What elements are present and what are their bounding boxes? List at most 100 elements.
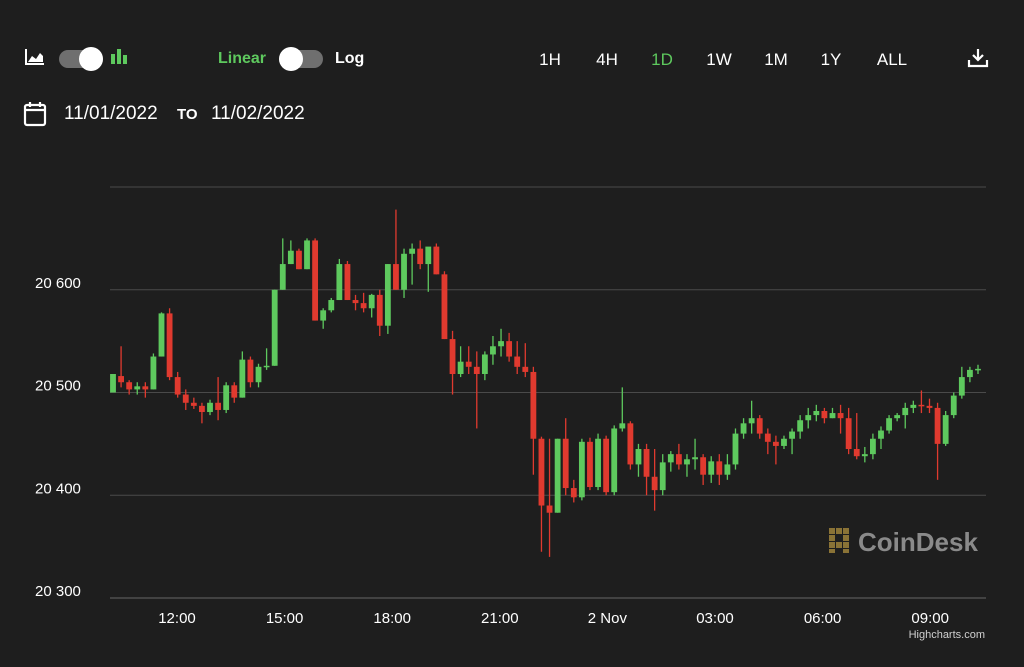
- scale-linear-label[interactable]: Linear: [218, 50, 267, 67]
- candle[interactable]: [562, 418, 569, 496]
- candle[interactable]: [878, 426, 884, 450]
- candle[interactable]: [675, 443, 682, 470]
- candle[interactable]: [764, 428, 771, 455]
- candle[interactable]: [934, 402, 941, 480]
- candle[interactable]: [506, 332, 513, 362]
- candle[interactable]: [239, 351, 246, 398]
- candle[interactable]: [570, 479, 577, 503]
- candle[interactable]: [918, 390, 925, 414]
- candle[interactable]: [425, 246, 432, 292]
- candle[interactable]: [886, 415, 892, 434]
- candle[interactable]: [481, 351, 488, 381]
- candle[interactable]: [772, 435, 779, 465]
- candle[interactable]: [207, 399, 213, 416]
- candle[interactable]: [667, 451, 674, 472]
- candle[interactable]: [967, 366, 973, 383]
- candle[interactable]: [344, 260, 351, 301]
- candle[interactable]: [611, 425, 618, 496]
- candle[interactable]: [587, 437, 593, 491]
- candle[interactable]: [684, 454, 690, 477]
- candle[interactable]: [352, 294, 359, 311]
- candle[interactable]: [401, 248, 407, 298]
- candle[interactable]: [789, 428, 795, 455]
- candle[interactable]: [312, 238, 319, 321]
- candle[interactable]: [279, 238, 286, 290]
- candle[interactable]: [902, 402, 909, 429]
- candle[interactable]: [304, 238, 310, 270]
- candle[interactable]: [182, 389, 189, 410]
- candle[interactable]: [595, 433, 601, 491]
- date-from[interactable]: 11/01/2022: [64, 103, 158, 124]
- candle[interactable]: [554, 438, 561, 513]
- candle[interactable]: [748, 400, 755, 434]
- candle[interactable]: [473, 351, 480, 429]
- range-button-1d[interactable]: 1D: [651, 50, 673, 69]
- candle[interactable]: [829, 407, 836, 419]
- candle[interactable]: [199, 402, 205, 424]
- candle[interactable]: [861, 446, 868, 463]
- candle[interactable]: [821, 407, 828, 424]
- candle[interactable]: [263, 348, 270, 370]
- candle[interactable]: [546, 438, 553, 557]
- candle[interactable]: [409, 243, 416, 285]
- candle[interactable]: [449, 330, 456, 395]
- candle[interactable]: [223, 382, 230, 414]
- scale-toggle[interactable]: [279, 47, 323, 71]
- candle[interactable]: [174, 371, 181, 398]
- range-button-1m[interactable]: 1M: [764, 50, 788, 69]
- candle[interactable]: [659, 454, 666, 496]
- calendar-icon[interactable]: [23, 100, 47, 127]
- candle[interactable]: [393, 209, 399, 290]
- candle[interactable]: [522, 343, 529, 378]
- candle[interactable]: [797, 415, 804, 439]
- candle[interactable]: [805, 407, 812, 429]
- candle[interactable]: [498, 328, 504, 357]
- candle[interactable]: [942, 410, 949, 446]
- range-button-all[interactable]: ALL: [876, 50, 908, 69]
- candle[interactable]: [530, 366, 537, 475]
- candle[interactable]: [110, 374, 116, 393]
- area-chart-icon[interactable]: [24, 47, 46, 67]
- candle[interactable]: [813, 404, 820, 422]
- candle[interactable]: [271, 289, 278, 366]
- candle[interactable]: [287, 240, 294, 265]
- range-button-4h[interactable]: 4H: [596, 50, 618, 69]
- candle[interactable]: [926, 398, 933, 414]
- candle[interactable]: [708, 456, 715, 483]
- candle[interactable]: [975, 364, 981, 375]
- candle[interactable]: [651, 449, 658, 511]
- candle[interactable]: [853, 413, 860, 460]
- candle[interactable]: [578, 438, 585, 501]
- range-button-1y[interactable]: 1Y: [820, 50, 842, 69]
- candle[interactable]: [150, 353, 157, 390]
- candle[interactable]: [635, 443, 642, 477]
- candle[interactable]: [231, 382, 238, 403]
- candle[interactable]: [457, 346, 464, 378]
- candle[interactable]: [126, 380, 133, 395]
- candle[interactable]: [360, 292, 367, 313]
- candle[interactable]: [781, 435, 787, 450]
- candle[interactable]: [627, 421, 634, 470]
- candle[interactable]: [732, 428, 739, 470]
- candle[interactable]: [538, 436, 545, 552]
- range-button-1h[interactable]: 1H: [539, 50, 561, 69]
- candle[interactable]: [166, 308, 173, 381]
- candle[interactable]: [724, 454, 731, 480]
- candle[interactable]: [514, 341, 521, 375]
- candle[interactable]: [700, 454, 707, 485]
- candle[interactable]: [158, 312, 165, 357]
- date-to[interactable]: 11/02/2022: [211, 103, 305, 124]
- candle[interactable]: [118, 346, 124, 388]
- candle[interactable]: [910, 400, 917, 414]
- candle[interactable]: [845, 407, 852, 455]
- candle[interactable]: [894, 413, 901, 422]
- candle[interactable]: [441, 271, 448, 340]
- candle[interactable]: [740, 418, 747, 439]
- candle[interactable]: [384, 264, 391, 334]
- candle[interactable]: [643, 443, 650, 496]
- candle[interactable]: [837, 404, 844, 434]
- candlestick-chart-icon[interactable]: [110, 46, 128, 68]
- candle[interactable]: [255, 363, 262, 388]
- candle[interactable]: [433, 243, 440, 275]
- candle[interactable]: [465, 346, 472, 375]
